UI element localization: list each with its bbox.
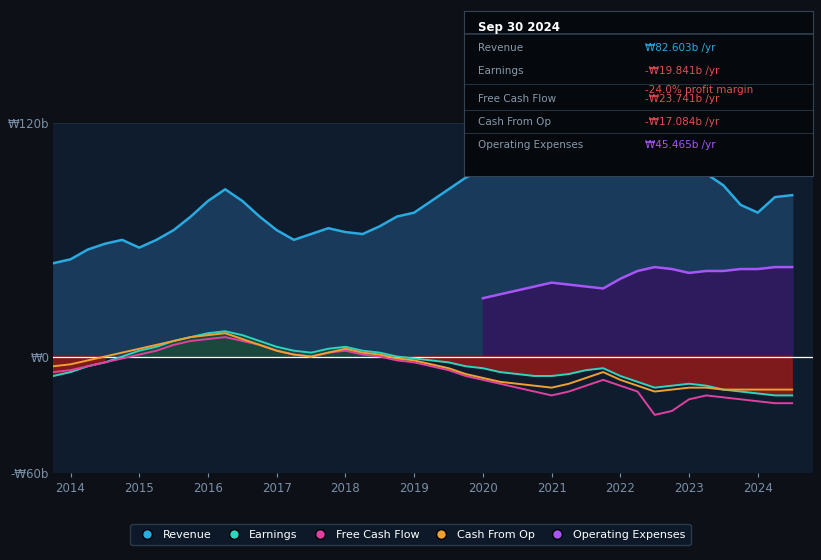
Text: Earnings: Earnings — [478, 66, 523, 76]
Text: Operating Expenses: Operating Expenses — [478, 140, 583, 150]
Text: Cash From Op: Cash From Op — [478, 117, 551, 127]
Text: Revenue: Revenue — [478, 43, 523, 53]
Text: ₩45.465b /yr: ₩45.465b /yr — [645, 140, 716, 150]
Text: -24.0% profit margin: -24.0% profit margin — [645, 86, 754, 96]
Text: -₩19.841b /yr: -₩19.841b /yr — [645, 66, 720, 76]
Text: -₩17.084b /yr: -₩17.084b /yr — [645, 117, 719, 127]
Text: Free Cash Flow: Free Cash Flow — [478, 94, 556, 104]
Text: -₩23.741b /yr: -₩23.741b /yr — [645, 94, 720, 104]
Legend: Revenue, Earnings, Free Cash Flow, Cash From Op, Operating Expenses: Revenue, Earnings, Free Cash Flow, Cash … — [131, 524, 690, 545]
Text: Sep 30 2024: Sep 30 2024 — [478, 21, 560, 34]
Text: ₩82.603b /yr: ₩82.603b /yr — [645, 43, 716, 53]
